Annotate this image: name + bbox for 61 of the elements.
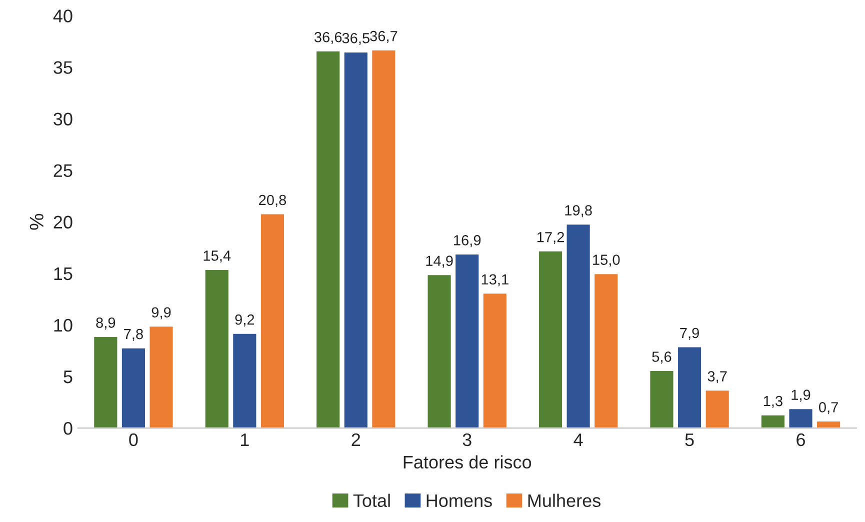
data-label: 16,9 bbox=[454, 235, 481, 248]
data-label: 5,6 bbox=[652, 352, 672, 364]
bar bbox=[454, 253, 480, 428]
y-tick-label: 25 bbox=[54, 164, 72, 178]
bar bbox=[648, 370, 675, 428]
bar bbox=[816, 420, 842, 428]
data-label: 0,7 bbox=[818, 402, 838, 414]
bar bbox=[426, 274, 452, 428]
data-label: 7,8 bbox=[124, 328, 143, 341]
data-label: 13,1 bbox=[482, 274, 508, 286]
data-label: 36,7 bbox=[370, 30, 398, 43]
bar bbox=[92, 336, 119, 428]
data-label: 9,2 bbox=[235, 314, 254, 326]
x-tick-label: 2 bbox=[352, 433, 360, 446]
data-label: 9,9 bbox=[152, 307, 171, 320]
data-label: 15,4 bbox=[204, 250, 231, 263]
data-label: 1,9 bbox=[792, 390, 810, 402]
x-tick-label: 4 bbox=[574, 434, 583, 446]
y-tick-label: 10 bbox=[54, 318, 72, 332]
x-tick-label: 0 bbox=[129, 433, 138, 446]
x-axis-title: Fatores de risco bbox=[404, 455, 532, 469]
legend-label: Homens bbox=[426, 494, 492, 508]
bar bbox=[342, 51, 369, 428]
data-label: 20,8 bbox=[259, 194, 286, 207]
x-tick-label: 1 bbox=[241, 434, 249, 446]
y-tick-label: 30 bbox=[54, 112, 72, 126]
bar bbox=[788, 408, 814, 428]
legend-label: Mulheres bbox=[528, 494, 600, 508]
y-tick-label: 5 bbox=[64, 370, 72, 384]
x-tick-label: 5 bbox=[685, 434, 694, 446]
data-label: 7,9 bbox=[680, 328, 699, 340]
data-label: 14,9 bbox=[426, 256, 453, 268]
bar bbox=[148, 325, 174, 428]
data-label: 19,8 bbox=[565, 205, 592, 218]
data-label: 8,9 bbox=[96, 318, 116, 330]
bar bbox=[538, 250, 564, 428]
data-label: 36,5 bbox=[342, 32, 370, 46]
y-tick-label: 15 bbox=[54, 268, 72, 280]
bar bbox=[760, 414, 786, 428]
bar bbox=[260, 212, 286, 428]
data-label: 1,3 bbox=[764, 396, 782, 408]
bar bbox=[120, 346, 146, 428]
bar bbox=[315, 50, 342, 428]
bar bbox=[370, 48, 397, 428]
data-label: 15,0 bbox=[593, 254, 620, 267]
x-tick-label: 6 bbox=[796, 433, 805, 446]
y-axis-title: % bbox=[30, 214, 44, 230]
bar bbox=[593, 272, 620, 428]
data-label: 17,2 bbox=[537, 232, 564, 244]
y-tick-label: 35 bbox=[54, 61, 72, 74]
bar bbox=[482, 292, 508, 428]
bar bbox=[704, 389, 730, 428]
y-tick-label: 40 bbox=[53, 10, 72, 22]
y-tick-label: 0 bbox=[64, 422, 72, 435]
legend-label: Total bbox=[353, 494, 390, 508]
bar bbox=[676, 346, 702, 428]
y-tick-label: 20 bbox=[54, 216, 72, 229]
x-tick-label: 3 bbox=[462, 433, 472, 446]
data-label: 36,6 bbox=[314, 32, 342, 44]
bar bbox=[565, 223, 592, 428]
data-label: 3,7 bbox=[708, 371, 727, 384]
